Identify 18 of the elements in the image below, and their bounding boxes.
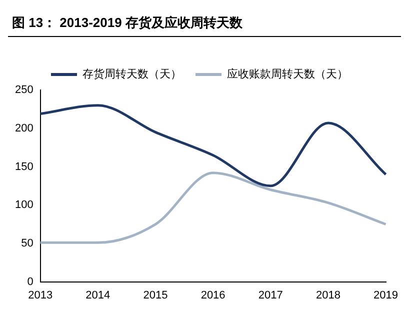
line-series xyxy=(39,172,388,244)
y-tick-label: 250 xyxy=(14,84,34,96)
x-tick-label: 2019 xyxy=(374,289,398,302)
y-tick-label: 200 xyxy=(14,122,34,134)
x-tick-label: 2018 xyxy=(316,289,340,302)
x-tick-label: 2014 xyxy=(86,289,110,302)
x-tick-label: 2017 xyxy=(258,289,283,302)
line-series xyxy=(39,104,388,188)
legend-label: 应收账款周转天数（天） xyxy=(227,68,348,81)
y-tick-label: 0 xyxy=(27,276,34,288)
legend-label: 存货周转天数（天） xyxy=(82,68,182,81)
x-tick-label: 2013 xyxy=(28,289,53,302)
x-tick-label: 2016 xyxy=(200,289,226,302)
x-tick-label: 2015 xyxy=(143,289,168,302)
y-tick-label: 50 xyxy=(21,237,34,250)
y-tick-label: 150 xyxy=(14,160,34,173)
chart-title: 图 13： 2013-2019 存货及应收周转天数 xyxy=(8,8,401,37)
y-tick-label: 100 xyxy=(14,199,34,212)
